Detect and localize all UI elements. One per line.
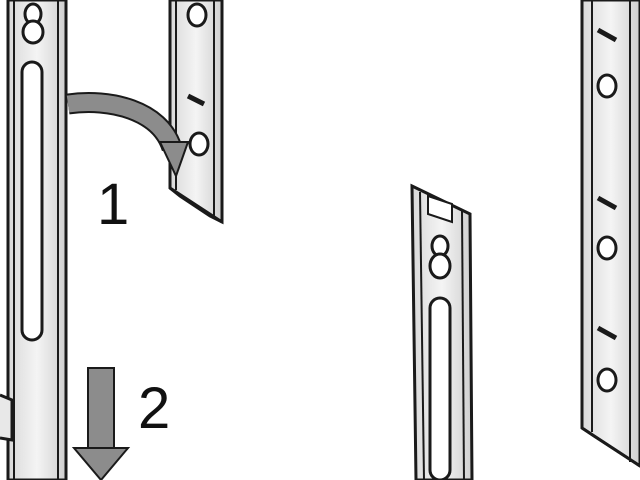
left-rail (0, 0, 68, 480)
right-rail (580, 0, 640, 468)
step-2-label: 2 (138, 376, 171, 441)
step-1-label: 1 (97, 172, 130, 237)
center-rail (410, 183, 474, 480)
upper-middle-rail (168, 0, 224, 225)
down-arrow-icon (71, 367, 131, 480)
curved-arrow-icon (66, 92, 190, 179)
